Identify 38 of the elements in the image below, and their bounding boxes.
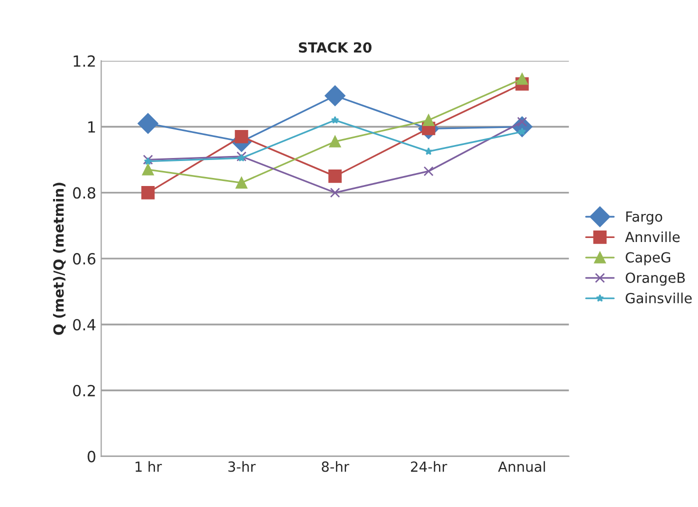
x-tick-label: 24-hr — [410, 461, 448, 472]
x-tick-label: Annual — [498, 461, 545, 472]
legend-label: CapeG — [626, 252, 670, 266]
point — [424, 147, 433, 155]
point — [236, 151, 247, 162]
point — [422, 114, 434, 126]
point — [142, 154, 153, 165]
legend-label: Gainsville — [626, 292, 692, 304]
point — [516, 73, 528, 85]
point — [236, 176, 248, 189]
x-tick-label: 8-hr — [322, 461, 350, 472]
y-tick-label: 0.6 — [73, 253, 96, 265]
point — [138, 113, 158, 134]
x-tick-label: 1 hr — [136, 461, 162, 472]
y-tick-label: 0.4 — [73, 318, 96, 330]
point — [144, 157, 152, 165]
legend-label: OrangeB — [626, 272, 685, 286]
point — [331, 116, 340, 124]
point — [234, 130, 248, 144]
point — [424, 166, 434, 176]
chart-title: STACK 20 — [298, 42, 372, 53]
point — [141, 186, 155, 200]
y-tick-label: 1.2 — [74, 55, 95, 67]
y-tick-label: 0.8 — [73, 187, 96, 199]
point — [329, 136, 341, 148]
point — [330, 188, 340, 198]
legend-label: Fargo — [626, 212, 662, 225]
legend-label: Annville — [625, 231, 680, 242]
point — [328, 170, 342, 183]
point — [518, 128, 526, 136]
y-tick-label: 0 — [88, 450, 96, 462]
x-tick-label: 3-hr — [228, 461, 256, 472]
y-tick-label: 1 — [88, 121, 95, 133]
point — [238, 154, 246, 162]
point — [142, 164, 154, 176]
point — [324, 85, 346, 106]
y-axis-title: Q (met)/Q (metmin) — [53, 182, 66, 335]
y-tick-label: 0.2 — [73, 384, 95, 396]
